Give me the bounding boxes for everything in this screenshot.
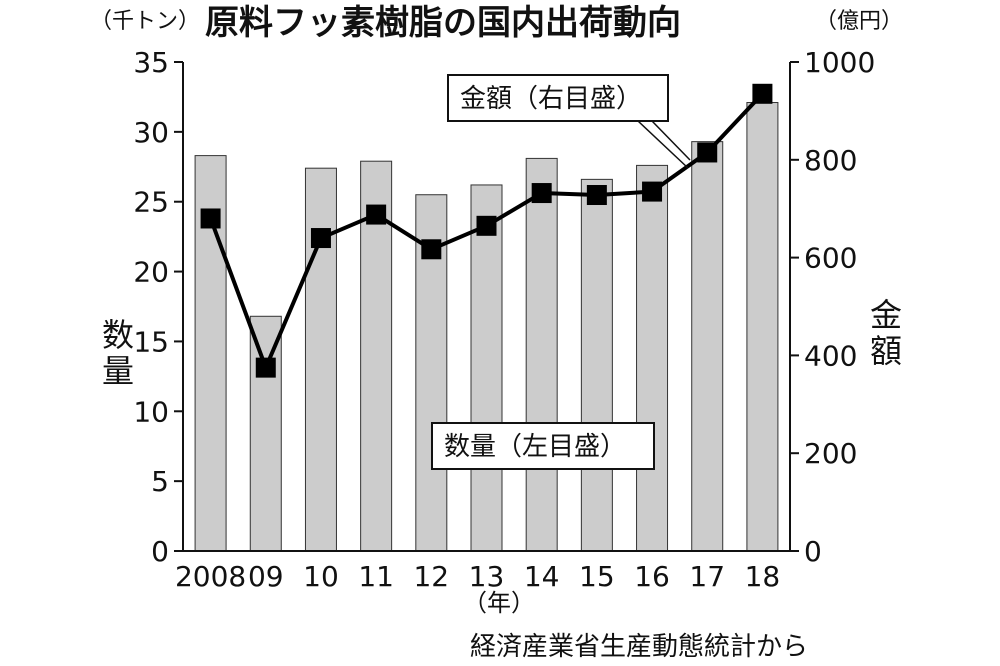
- right-tick-label-800: 800: [804, 144, 857, 177]
- bar-18: [746, 102, 779, 552]
- amount-point-15: [586, 185, 607, 206]
- right-tick-label-0: 0: [804, 535, 822, 568]
- legend-volume-label: 数量（左目盛）: [444, 432, 626, 462]
- legend-volume: 数量（左目盛）: [431, 422, 655, 470]
- bar-09: [249, 315, 282, 552]
- x-tick-label-14: 14: [524, 560, 560, 593]
- x-tick-label-12: 12: [413, 560, 449, 593]
- amount-point-10: [310, 228, 331, 249]
- x-tick-label-13: 13: [469, 560, 505, 593]
- right-unit-label: （億円）: [815, 9, 903, 34]
- x-tick-label-10: 10: [303, 560, 339, 593]
- x-tick-label-15: 15: [579, 560, 615, 593]
- amount-point-14: [531, 183, 552, 204]
- legend-volume-box: [431, 422, 655, 470]
- x-tick-label-18: 18: [745, 560, 781, 593]
- source-note: 経済産業省生産動態統計から: [470, 632, 808, 662]
- x-tick-label-2008: 2008: [175, 560, 246, 593]
- line-group: [200, 83, 773, 378]
- left-tick-label-20: 20: [133, 256, 169, 289]
- bar-10: [304, 167, 337, 552]
- bar-17: [691, 141, 724, 552]
- left-tick-label-25: 25: [133, 186, 169, 219]
- x-tick-label-16: 16: [634, 560, 670, 593]
- left-tick-label-15: 15: [133, 325, 169, 358]
- amount-point-09: [255, 357, 276, 378]
- amount-point-12: [421, 239, 442, 260]
- bar-15: [580, 178, 613, 552]
- amount-point-18: [752, 83, 773, 104]
- legend-amount-callout: [637, 120, 689, 169]
- amount-point-17: [697, 142, 718, 163]
- x-tick-label-09: 09: [248, 560, 284, 593]
- bar-14: [525, 157, 558, 552]
- left-tick-label-0: 0: [151, 535, 169, 568]
- legend-amount: 金額（右目盛）: [447, 74, 691, 169]
- left-tick-labels: 0 5 10 15 20 25 30 35: [133, 46, 169, 568]
- left-tick-label-10: 10: [133, 395, 169, 428]
- bar-13: [470, 184, 503, 552]
- right-tick-label-200: 200: [804, 437, 857, 470]
- bar-16: [636, 164, 669, 552]
- left-tick-label-5: 5: [151, 465, 169, 498]
- x-axis-unit: （年）: [463, 589, 535, 617]
- amount-point-2008: [200, 208, 221, 229]
- amount-point-13: [476, 215, 497, 236]
- right-tick-label-600: 600: [804, 242, 857, 275]
- right-tick-label-400: 400: [804, 339, 857, 372]
- legend-amount-label: 金額（右目盛）: [460, 84, 642, 114]
- amount-point-11: [366, 204, 387, 225]
- left-tick-label-35: 35: [133, 46, 169, 79]
- left-unit-label: （千トン）: [90, 9, 200, 34]
- left-tick-label-30: 30: [133, 116, 169, 149]
- left-axis-label: 数量: [97, 318, 135, 390]
- x-tick-labels: 2008 09 10 11 12 13 14 15 16 17 18: [175, 560, 780, 593]
- legend-amount-box: [447, 74, 669, 122]
- bars-group: [194, 102, 779, 552]
- right-tick-label-1000: 1000: [804, 46, 875, 79]
- right-axis-label: 金額: [865, 298, 903, 370]
- legend-amount-callout-2: [651, 120, 691, 161]
- right-tick-labels: 0 200 400 600 800 1000: [804, 46, 875, 568]
- bar-11: [360, 160, 393, 552]
- chart-title: 原料フッ素樹脂の国内出荷動向: [205, 3, 681, 43]
- amount-point-16: [642, 181, 663, 202]
- axes-group: [174, 61, 799, 552]
- x-tick-label-11: 11: [358, 560, 394, 593]
- x-tick-label-17: 17: [689, 560, 725, 593]
